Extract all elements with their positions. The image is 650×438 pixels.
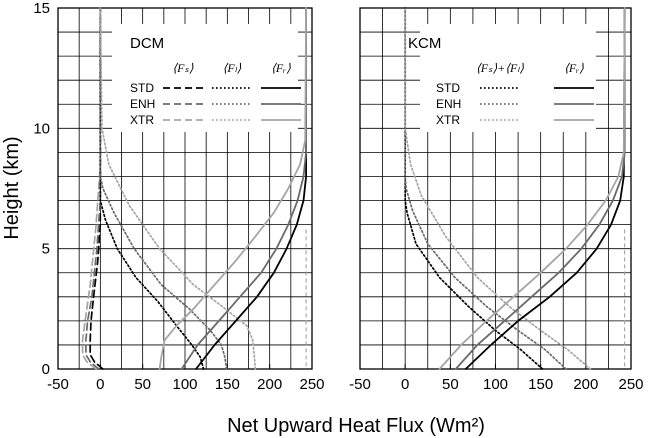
y-tick-label: 10 bbox=[33, 120, 50, 137]
y-axis-label: Height (km) bbox=[1, 136, 23, 239]
x-tick-label: 50 bbox=[442, 376, 459, 393]
y-tick-label: 15 bbox=[33, 0, 50, 17]
x-axis-label: Net Upward Heat Flux (Wm²) bbox=[227, 415, 485, 437]
series-line-xtr-fs bbox=[81, 7, 102, 370]
x-tick-label: 100 bbox=[483, 376, 508, 393]
x-tick-label: 0 bbox=[96, 376, 104, 393]
legend: ⟨Fₛ⟩ ⟨Fₗ⟩ ⟨Fᵣ⟩ STD ENH XTR bbox=[130, 61, 301, 127]
panel-kcm: -50 0 50 100 150 200 250 KCM ⟨Fₛ⟩+⟨Fₗ⟩ ⟨Fᵣ⟩ STD ENH… bbox=[349, 7, 644, 393]
x-tick-label: 150 bbox=[528, 376, 553, 393]
legend-column-header: ⟨Fᵣ⟩ bbox=[564, 61, 584, 75]
legend-background bbox=[112, 24, 298, 132]
legend-column-header: ⟨Fᵣ⟩ bbox=[271, 61, 291, 75]
series-line-enh-fr bbox=[454, 7, 626, 370]
series-line-xtr-fr bbox=[158, 7, 308, 370]
y-tick-label: 0 bbox=[42, 361, 50, 378]
x-tick-label: 0 bbox=[401, 376, 409, 393]
legend-column-header: ⟨Fₗ⟩ bbox=[223, 61, 242, 75]
legend: ⟨Fₛ⟩+⟨Fₗ⟩ ⟨Fᵣ⟩ STD ENH XTR bbox=[436, 61, 594, 127]
x-tick-label: 150 bbox=[215, 376, 240, 393]
x-tick-label: 200 bbox=[257, 376, 282, 393]
x-tick-label: 250 bbox=[618, 376, 643, 393]
legend-label-enh: ENH bbox=[130, 97, 155, 111]
legend-column-header: ⟨Fₛ⟩+⟨Fₗ⟩ bbox=[476, 61, 524, 75]
legend-label-std: STD bbox=[130, 81, 154, 95]
legend-label-xtr: XTR bbox=[130, 113, 154, 127]
series-line-std-fr bbox=[464, 7, 626, 370]
series-line-std-fs bbox=[89, 7, 104, 370]
x-tick-label: 50 bbox=[134, 376, 151, 393]
x-tick-label: 200 bbox=[573, 376, 598, 393]
legend-column-header: ⟨Fₛ⟩ bbox=[172, 61, 193, 75]
y-tick-label: 5 bbox=[42, 241, 50, 258]
legend-background bbox=[420, 24, 596, 132]
series-line-xtr-fl bbox=[99, 7, 257, 370]
legend-label-xtr: XTR bbox=[436, 113, 460, 127]
panel-title: KCM bbox=[408, 35, 441, 52]
series-line-enh-fr bbox=[180, 7, 308, 370]
legend-label-enh: ENH bbox=[436, 97, 461, 111]
series-line-enh-fl bbox=[99, 7, 228, 370]
series-line-enh-fs+fl bbox=[404, 7, 567, 370]
x-tick-label: -50 bbox=[47, 376, 69, 393]
x-tick-label: 250 bbox=[299, 376, 324, 393]
series-line-std-fl bbox=[99, 7, 205, 370]
series-line-std-fr bbox=[195, 7, 308, 370]
series-line-std-fs+fl bbox=[404, 7, 544, 370]
x-tick-label: 100 bbox=[172, 376, 197, 393]
panel-title: DCM bbox=[130, 35, 164, 52]
series-line-xtr-fr bbox=[438, 7, 626, 370]
series-line-xtr-fs+fl bbox=[404, 7, 592, 370]
x-tick-label: -50 bbox=[349, 376, 371, 393]
legend-label-std: STD bbox=[436, 81, 460, 95]
